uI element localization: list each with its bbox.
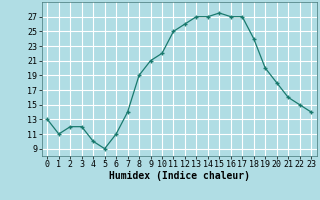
X-axis label: Humidex (Indice chaleur): Humidex (Indice chaleur) — [109, 171, 250, 181]
